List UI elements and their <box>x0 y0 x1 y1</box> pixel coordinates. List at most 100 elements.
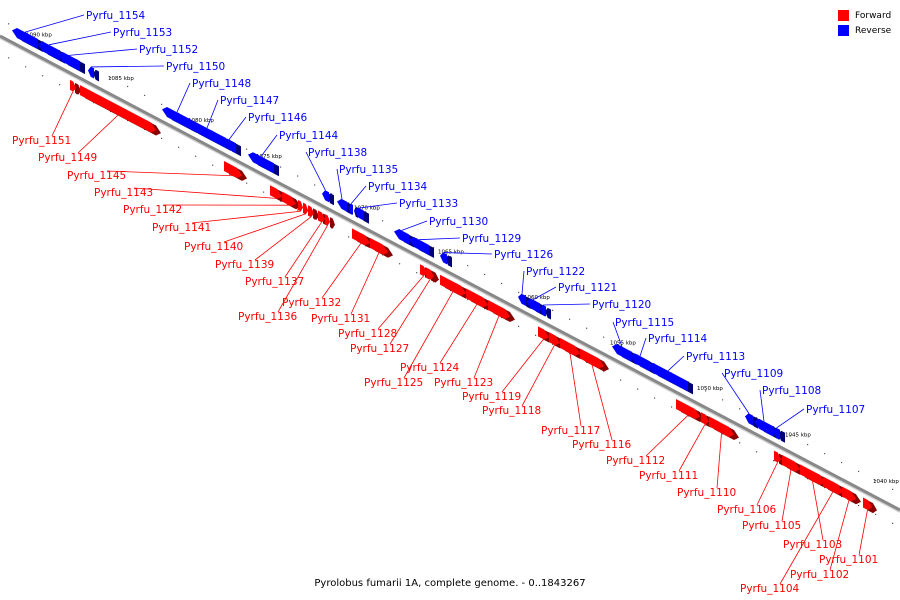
gene-leader-line <box>133 187 277 199</box>
tick-dot <box>484 273 486 276</box>
gene-arrow <box>440 274 471 299</box>
gene-leader-line <box>443 252 493 255</box>
tick-label: 1080 kbp <box>188 118 214 124</box>
gene-leader-line <box>223 213 306 243</box>
tick-dot <box>331 193 333 195</box>
genome-backbone <box>0 34 900 513</box>
gene-arrow <box>70 79 81 95</box>
tick-label: 1055 kbp <box>610 340 636 346</box>
gene-leader-line <box>678 424 706 472</box>
tick-dot <box>858 504 860 507</box>
gene-arrow-body <box>709 416 734 437</box>
gene-arrow-body <box>303 202 308 215</box>
gene-leader-line <box>377 275 424 330</box>
tick-dot <box>773 460 775 462</box>
gene-arrow-body <box>754 418 774 437</box>
gene-leader-line <box>639 337 647 357</box>
gene-arrow-body <box>526 298 540 314</box>
gene-leader-line <box>106 170 234 177</box>
tick-dot <box>586 327 588 329</box>
gene-arrow-body <box>538 326 549 340</box>
tick-label: 1075 kbp <box>256 154 282 160</box>
tick-dot <box>705 424 707 426</box>
gene-label: Pyrfu_1147 <box>220 95 279 107</box>
tick-label: 1050 kbp <box>697 386 723 392</box>
gene-leader-line <box>418 237 461 241</box>
tick-dot <box>450 256 452 258</box>
gene-arrow-body <box>318 210 325 223</box>
gene-label: Pyrfu_1110 <box>677 487 736 499</box>
gene-leader-line <box>77 114 119 154</box>
gene-arrow <box>12 27 43 53</box>
gene-arrow-body <box>612 343 632 362</box>
gene-arrow-body <box>518 293 526 307</box>
gene-arrow-shadow <box>75 82 81 95</box>
tick-dot <box>790 435 792 437</box>
gene-arrow <box>630 353 655 375</box>
gene-arrow-shadow <box>313 208 319 220</box>
gene-label: Pyrfu_1114 <box>648 333 708 345</box>
tick-dot <box>824 452 826 455</box>
gene-leader-line <box>716 432 722 489</box>
gene-label: Pyrfu_1143 <box>94 187 153 199</box>
gene-arrow-body <box>420 264 427 277</box>
tick-dot <box>365 211 367 213</box>
tick-dot <box>25 66 27 68</box>
gene-arrow-shadow <box>545 307 551 320</box>
gene-leader-line <box>24 14 85 33</box>
gene-leader-line <box>284 222 322 278</box>
gene-label: Pyrfu_1125 <box>364 377 423 389</box>
tick-dot <box>518 291 520 294</box>
gene-leader-line <box>812 480 824 541</box>
gene-leader-line <box>90 65 165 68</box>
gene-arrow-body <box>440 252 447 265</box>
gene-label: Pyrfu_1117 <box>541 425 600 437</box>
gene-arrow-body <box>701 412 709 425</box>
gene-label: Pyrfu_1106 <box>717 504 777 516</box>
gene-leader-line <box>228 116 247 140</box>
gene-label: Pyrfu_1122 <box>526 266 585 278</box>
gene-leader-line <box>501 338 544 393</box>
gene-arrow <box>426 267 439 283</box>
gene-leader-line <box>521 344 555 407</box>
gene-label: Pyrfu_1146 <box>248 112 308 124</box>
gene-arrows <box>12 27 877 514</box>
tick-dot <box>722 399 724 401</box>
tick-dot <box>280 166 282 168</box>
tick-dot <box>348 236 350 238</box>
gene-label: Pyrfu_1120 <box>592 299 651 311</box>
gene-label: Pyrfu_1129 <box>462 233 521 245</box>
gene-leader-line <box>781 469 792 522</box>
gene-leader-line <box>206 99 219 129</box>
gene-leader-line <box>350 252 380 315</box>
gene-leader-line <box>759 389 765 422</box>
tick-dot <box>654 397 656 399</box>
gene-arrow <box>842 486 861 505</box>
gene-arrow-body <box>409 237 429 255</box>
legend-item-forward: Forward <box>838 8 891 23</box>
gene-label: Pyrfu_1141 <box>152 222 211 234</box>
gene-leader-line <box>389 279 431 345</box>
gene-label: Pyrfu_1112 <box>606 455 665 467</box>
gene-leader-line <box>721 372 750 414</box>
gene-label: Pyrfu_1118 <box>482 405 541 417</box>
legend-reverse-label: Reverse <box>855 25 892 36</box>
legend-item-reverse: Reverse <box>838 23 891 38</box>
gene-arrow-body <box>426 267 434 280</box>
tick-dot <box>892 522 894 524</box>
tick-dot <box>178 146 180 148</box>
gene-label: Pyrfu_1154 <box>86 10 146 22</box>
gene-arrow-shadow <box>330 217 335 229</box>
gene-leader-line <box>358 202 398 209</box>
gene-leader-line <box>473 315 500 379</box>
strand-legend: Forward Reverse <box>838 8 891 38</box>
gene-leader-line <box>336 168 343 200</box>
gene-arrow-body <box>466 288 488 308</box>
gene-arrow-body <box>325 214 330 226</box>
gene-arrow <box>754 418 779 440</box>
gene-leader-line <box>667 355 685 372</box>
gene-arrow-body <box>800 464 825 485</box>
gene-label: Pyrfu_1145 <box>67 170 126 182</box>
gene-arrow-body <box>863 497 872 511</box>
tick-dot <box>8 57 10 59</box>
